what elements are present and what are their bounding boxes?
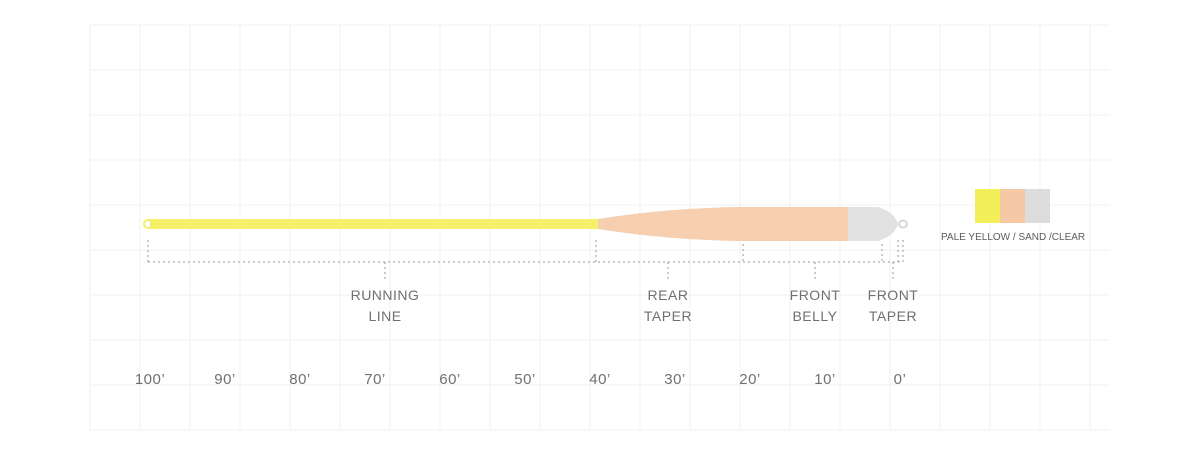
distance-scale: 100’ 90’ 80’ 70’ 60’ 50’ 40’ 30’ 20’ 10’… — [135, 371, 907, 388]
taper-body — [598, 207, 850, 241]
fly-line — [143, 207, 908, 241]
running-line-label-2: LINE — [368, 308, 401, 324]
tick-label: 70’ — [364, 371, 386, 388]
tick-label: 90’ — [214, 371, 236, 388]
rear-taper-label-2: TAPER — [644, 308, 692, 324]
tick-label: 20’ — [739, 371, 761, 388]
tick-label: 100’ — [135, 371, 165, 388]
tick-label: 30’ — [664, 371, 686, 388]
tip-body — [848, 207, 898, 241]
tick-label: 80’ — [289, 371, 311, 388]
clear-swatch — [1025, 189, 1050, 223]
tip-loop — [898, 219, 908, 229]
front-taper-label-2: TAPER — [869, 308, 917, 324]
rear-taper-label-1: REAR — [648, 287, 689, 303]
tick-label: 10’ — [814, 371, 836, 388]
front-belly-label-1: FRONT — [790, 287, 841, 303]
section-dimension-lines — [147, 240, 904, 280]
front-belly-label-2: BELLY — [792, 308, 837, 324]
tick-label: 60’ — [439, 371, 461, 388]
tick-label: 40’ — [589, 371, 611, 388]
pale-yellow-swatch — [975, 189, 1000, 223]
tick-label: 50’ — [514, 371, 536, 388]
section-labels: RUNNING LINE REAR TAPER FRONT BELLY FRON… — [351, 287, 919, 324]
running-line-label-1: RUNNING — [351, 287, 420, 303]
color-legend: PALE YELLOW / SAND /CLEAR — [941, 189, 1085, 243]
legend-label: PALE YELLOW / SAND /CLEAR — [941, 232, 1085, 243]
running-line-body — [150, 219, 600, 229]
front-taper-label-1: FRONT — [868, 287, 919, 303]
tick-label: 0’ — [894, 371, 907, 388]
sand-swatch — [1000, 189, 1025, 223]
